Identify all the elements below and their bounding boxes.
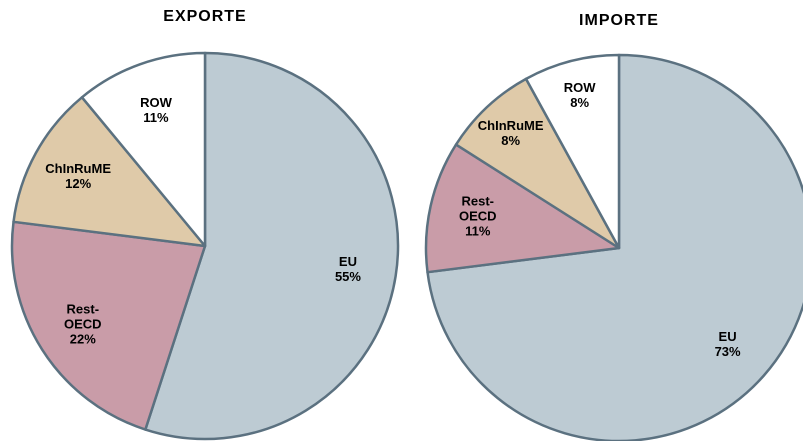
pie-slice xyxy=(454,77,621,250)
slice-name: Rest-OECD xyxy=(64,301,102,332)
slice-value: 55% xyxy=(334,268,361,284)
slice-name: ROW xyxy=(140,94,172,110)
slice-name: ChInRuME xyxy=(45,161,111,177)
slice-value: 8% xyxy=(570,94,590,110)
slice-label: ChInRuME 8% xyxy=(478,118,544,148)
slice-value: 73% xyxy=(714,343,741,359)
chart-title: IMPORTE xyxy=(579,12,659,29)
slice-value: 8% xyxy=(501,132,521,148)
slice-name: Rest-OECD xyxy=(458,193,497,224)
slice-value: 22% xyxy=(69,331,96,347)
slice-value: 11% xyxy=(143,109,169,125)
pie-slice xyxy=(424,143,621,274)
slice-label: Rest-OECD 11% xyxy=(459,194,497,239)
pie-slice xyxy=(524,53,621,250)
slice-label: EU 55% xyxy=(335,254,361,284)
slice-label: EU 73% xyxy=(715,329,741,359)
pie-slice xyxy=(426,53,803,441)
slice-label: Rest-OECD 22% xyxy=(64,301,102,346)
slice-label: ROW 11% xyxy=(140,95,172,125)
slice-name: ChInRuME xyxy=(477,117,544,133)
slice-value: 12% xyxy=(65,176,92,192)
slice-label: ROW 8% xyxy=(564,80,596,110)
pie-slice xyxy=(10,220,207,431)
slice-name: EU xyxy=(718,328,737,344)
pie-slice xyxy=(144,51,400,441)
slice-label: ChInRuME 12% xyxy=(45,161,111,191)
slice-name: EU xyxy=(338,253,357,269)
pie-slice xyxy=(12,96,207,248)
slice-value: 11% xyxy=(465,223,491,239)
chart-title: EXPORTE xyxy=(163,8,247,25)
slice-name: ROW xyxy=(563,79,596,95)
pie-slice xyxy=(80,51,207,248)
